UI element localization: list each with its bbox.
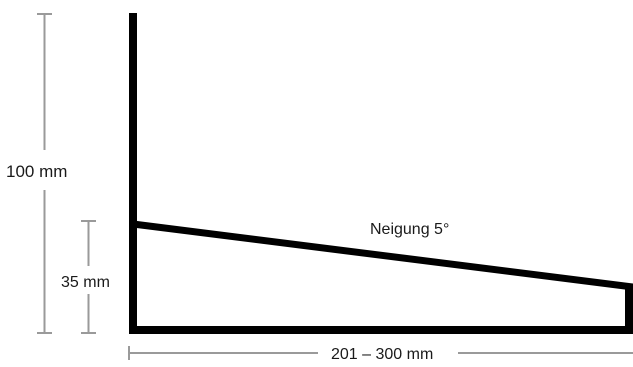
ramp-profile: [129, 13, 633, 334]
dimension-length: [128, 346, 633, 360]
slope-label: Neigung 5°: [370, 221, 449, 238]
profile-slope: [132, 220, 633, 291]
dimension-height-total: [37, 13, 52, 334]
height-total-label: 100 mm: [6, 162, 67, 181]
length-label: 201 – 300 mm: [331, 346, 433, 363]
dimension-height-low: [81, 220, 96, 334]
height-low-label: 35 mm: [61, 274, 110, 291]
